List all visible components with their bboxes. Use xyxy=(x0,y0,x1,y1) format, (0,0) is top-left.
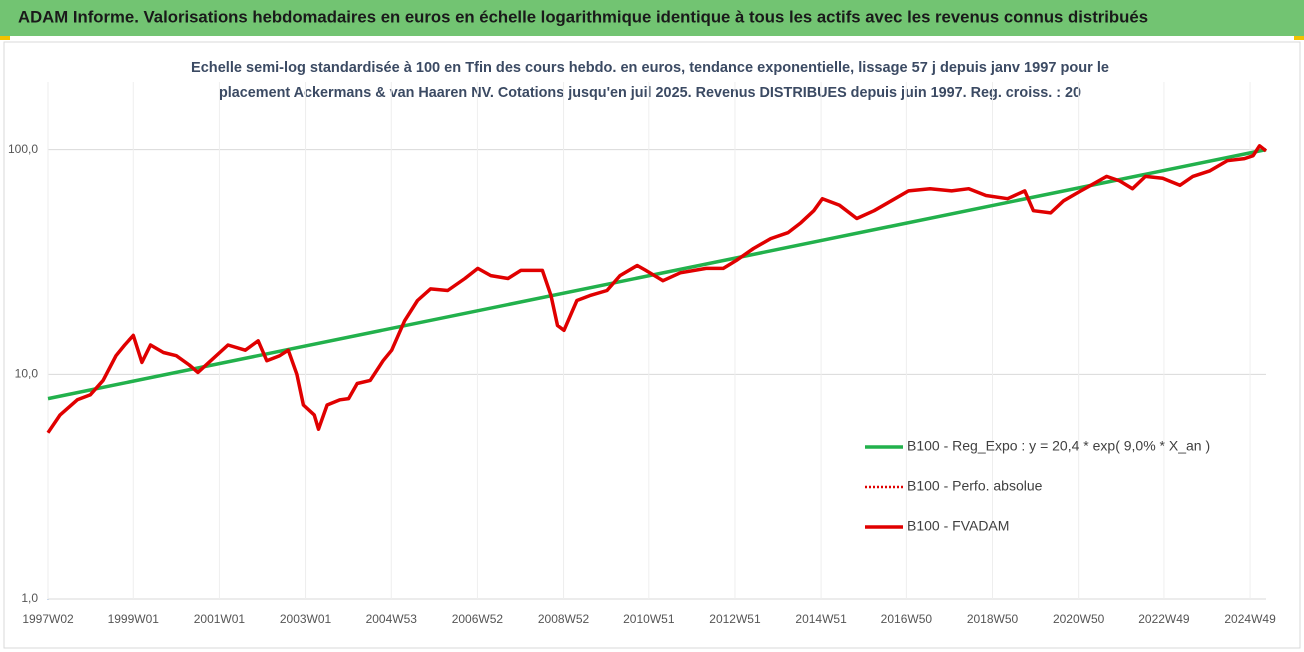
y-tick-label: 10,0 xyxy=(15,366,39,380)
legend-label: B100 - FVADAM xyxy=(907,518,1009,534)
x-tick-label: 2018W50 xyxy=(967,612,1019,626)
plot-frame xyxy=(3,41,1301,649)
corner-mark xyxy=(0,36,10,40)
x-tick-label: 1999W01 xyxy=(108,612,160,626)
y-tick-label: 100,0 xyxy=(8,142,38,156)
x-tick-label: 2006W52 xyxy=(452,612,504,626)
x-tick-label: 2024W49 xyxy=(1224,612,1276,626)
chart-title: placement Ackermans & van Haaren NV. Cot… xyxy=(219,84,1081,101)
x-tick-label: 2012W51 xyxy=(709,612,761,626)
x-tick-label: 2014W51 xyxy=(795,612,847,626)
legend-label: B100 - Reg_Expo : y = 20,4 * exp( 9,0% *… xyxy=(907,438,1210,454)
x-tick-label: 2001W01 xyxy=(194,612,246,626)
x-tick-label: 2020W50 xyxy=(1053,612,1105,626)
x-tick-label: 2008W52 xyxy=(538,612,590,626)
series-line xyxy=(47,147,1267,401)
x-tick-label: 2022W49 xyxy=(1138,612,1190,626)
x-tick-label: 2010W51 xyxy=(623,612,675,626)
chart-title: Echelle semi-log standardisée à 100 en T… xyxy=(191,59,1109,76)
x-tick-label: 2016W50 xyxy=(881,612,933,626)
x-tick-label: 2003W01 xyxy=(280,612,332,626)
x-tick-label: 1997W02 xyxy=(22,612,74,626)
series-line xyxy=(46,144,1268,434)
header-title: ADAM Informe. Valorisations hebdomadaire… xyxy=(18,7,1148,26)
legend-label: B100 - Perfo. absolue xyxy=(907,478,1043,494)
plot-area: 1,0 10,0 100,0 1997W02 1999W01 2001W01 2003W01… xyxy=(8,82,1276,626)
header-bar xyxy=(0,0,1304,36)
x-tick-label: 2004W53 xyxy=(366,612,418,626)
corner-mark xyxy=(1294,36,1304,40)
y-tick-label: 1,0 xyxy=(21,591,38,605)
